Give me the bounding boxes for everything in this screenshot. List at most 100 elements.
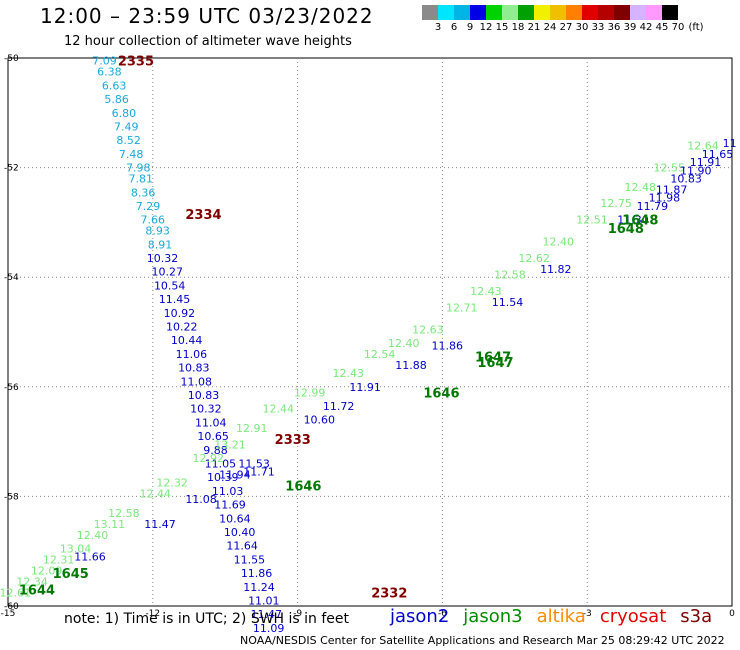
wave-height-label: 10.83: [178, 362, 210, 375]
wave-height-label: 12.62: [518, 252, 550, 265]
wave-height-label: 11.09: [253, 622, 285, 635]
wave-height-label: 12.44: [263, 403, 295, 416]
wave-height-label: 12.40: [77, 529, 109, 542]
wave-height-label: 11.08: [180, 375, 212, 388]
legend-tick-label: 42: [639, 22, 653, 33]
x-tick-label: -9: [293, 609, 302, 619]
wave-height-label: 12.40: [388, 337, 420, 350]
time-label: 1648: [608, 222, 644, 237]
wave-height-label: 5.86: [104, 93, 129, 106]
wave-height-label: 11.69: [214, 499, 246, 512]
wave-height-label: 7.81: [128, 173, 153, 186]
legend-swatch: [550, 5, 566, 20]
legend-swatch: [422, 5, 438, 20]
wave-height-label: 6.80: [112, 107, 137, 120]
plot-frame: [7, 57, 733, 607]
wave-height-label: 11.91: [349, 381, 381, 394]
wave-height-label: 10.40: [224, 526, 256, 539]
wave-height-label: 11.06: [176, 348, 208, 361]
wave-height-label: 12.58: [108, 507, 140, 520]
time-label: 1646: [423, 386, 459, 401]
legend-tick-label: 9: [466, 22, 474, 33]
time-label: 1647: [475, 351, 511, 366]
credit-line: NOAA/NESDIS Center for Satellite Applica…: [240, 634, 725, 647]
wave-height-label: 11.98: [649, 192, 681, 205]
wave-height-label: 8.36: [131, 186, 156, 199]
wave-height-label: 11.47: [144, 518, 176, 531]
wave-height-label: 11.90: [680, 164, 712, 177]
legend-unit: (ft): [688, 22, 704, 33]
legend-tick-label: 12: [479, 22, 493, 33]
wave-height-label: 11.79: [637, 200, 669, 213]
wave-height-label: 8.93: [145, 225, 170, 238]
wave-height-label: 12.99: [294, 386, 326, 399]
wave-height-label: 10.65: [197, 430, 229, 443]
time-label: 1645: [53, 567, 89, 582]
legend-tick-label: 39: [623, 22, 637, 33]
time-label: 2333: [275, 433, 311, 448]
time-label: 2332: [371, 586, 407, 601]
wave-height-label: 11.91: [690, 156, 722, 169]
wave-height-label: 11.64: [226, 540, 258, 553]
wave-height-label: 10.60: [304, 414, 336, 427]
page-title: 12:00 – 23:59 UTC 03/23/2022: [40, 4, 374, 28]
wave-height-label: 8.52: [116, 134, 141, 147]
wave-height-label: 12.48: [625, 181, 657, 194]
time-label: 2334: [185, 208, 221, 223]
y-tick-label: -56: [4, 383, 19, 393]
wave-height-label: 9.88: [203, 444, 228, 457]
wave-height-label: 10.32: [190, 403, 222, 416]
wave-height-label: 11.82: [540, 263, 572, 276]
wave-height-label: 12.40: [542, 236, 574, 249]
legend-tick-label: 27: [559, 22, 573, 33]
legend-tick-label: 33: [591, 22, 605, 33]
wave-height-label: 12.71: [446, 301, 478, 314]
x-tick-label: 0: [729, 609, 735, 619]
wave-height-label: 12.91: [236, 422, 268, 435]
y-tick-label: -50: [4, 54, 19, 64]
wave-height-label: 12.58: [494, 268, 526, 281]
wave-height-label: 12.43: [333, 367, 365, 380]
mission-altika: altika: [536, 606, 586, 627]
legend-tick-label: 24: [543, 22, 557, 33]
legend-swatch: [646, 5, 662, 20]
legend-swatch: [582, 5, 598, 20]
x-tick-label: -15: [1, 609, 16, 619]
wave-height-label: 10.83: [188, 389, 220, 402]
wave-height-label: 12.55: [654, 162, 686, 175]
legend-tick-label: 70: [671, 22, 685, 33]
wave-height-label: 7.66: [141, 214, 166, 227]
legend-swatch: [598, 5, 614, 20]
color-legend: [422, 5, 678, 20]
legend-swatch: [518, 5, 534, 20]
legend-swatch: [502, 5, 518, 20]
legend-tick-label: 18: [511, 22, 525, 33]
wave-height-label: 10.54: [154, 279, 186, 292]
wave-height-label: 12.44: [139, 488, 171, 501]
mission-s3a: s3a: [680, 606, 713, 627]
wave-height-label: 12.63: [412, 323, 444, 336]
legend-tick-label: 3: [434, 22, 442, 33]
wave-height-label: 13.21: [214, 438, 246, 451]
mission-cryosat: cryosat: [599, 606, 667, 627]
wave-height-label: 12.34: [16, 575, 48, 588]
legend-tick-label: 6: [450, 22, 458, 33]
wave-height-label: 8.91: [148, 238, 173, 251]
wave-height-label: 6.63: [102, 79, 127, 92]
wave-height-label: 11.30: [617, 214, 649, 227]
wave-height-label: 11.45: [159, 293, 191, 306]
wave-height-label: 11.04: [195, 416, 227, 429]
wave-height-label: 11.24: [243, 581, 275, 594]
wave-height-label: 7.49: [114, 121, 139, 134]
legend-swatch: [630, 5, 646, 20]
wave-height-label: 11.55: [234, 553, 266, 566]
wave-height-label: 11.47: [250, 608, 282, 621]
wave-height-label: 7.98: [126, 162, 151, 175]
wave-height-label: 11.87: [656, 184, 688, 197]
y-tick-label: -54: [4, 273, 19, 283]
wave-height-label: 11.94: [219, 468, 251, 481]
wave-height-label: 11.88: [395, 359, 427, 372]
wave-height-label: 10.83: [670, 173, 702, 186]
mission-jason2: jason2: [390, 606, 450, 627]
legend-swatch: [438, 5, 454, 20]
